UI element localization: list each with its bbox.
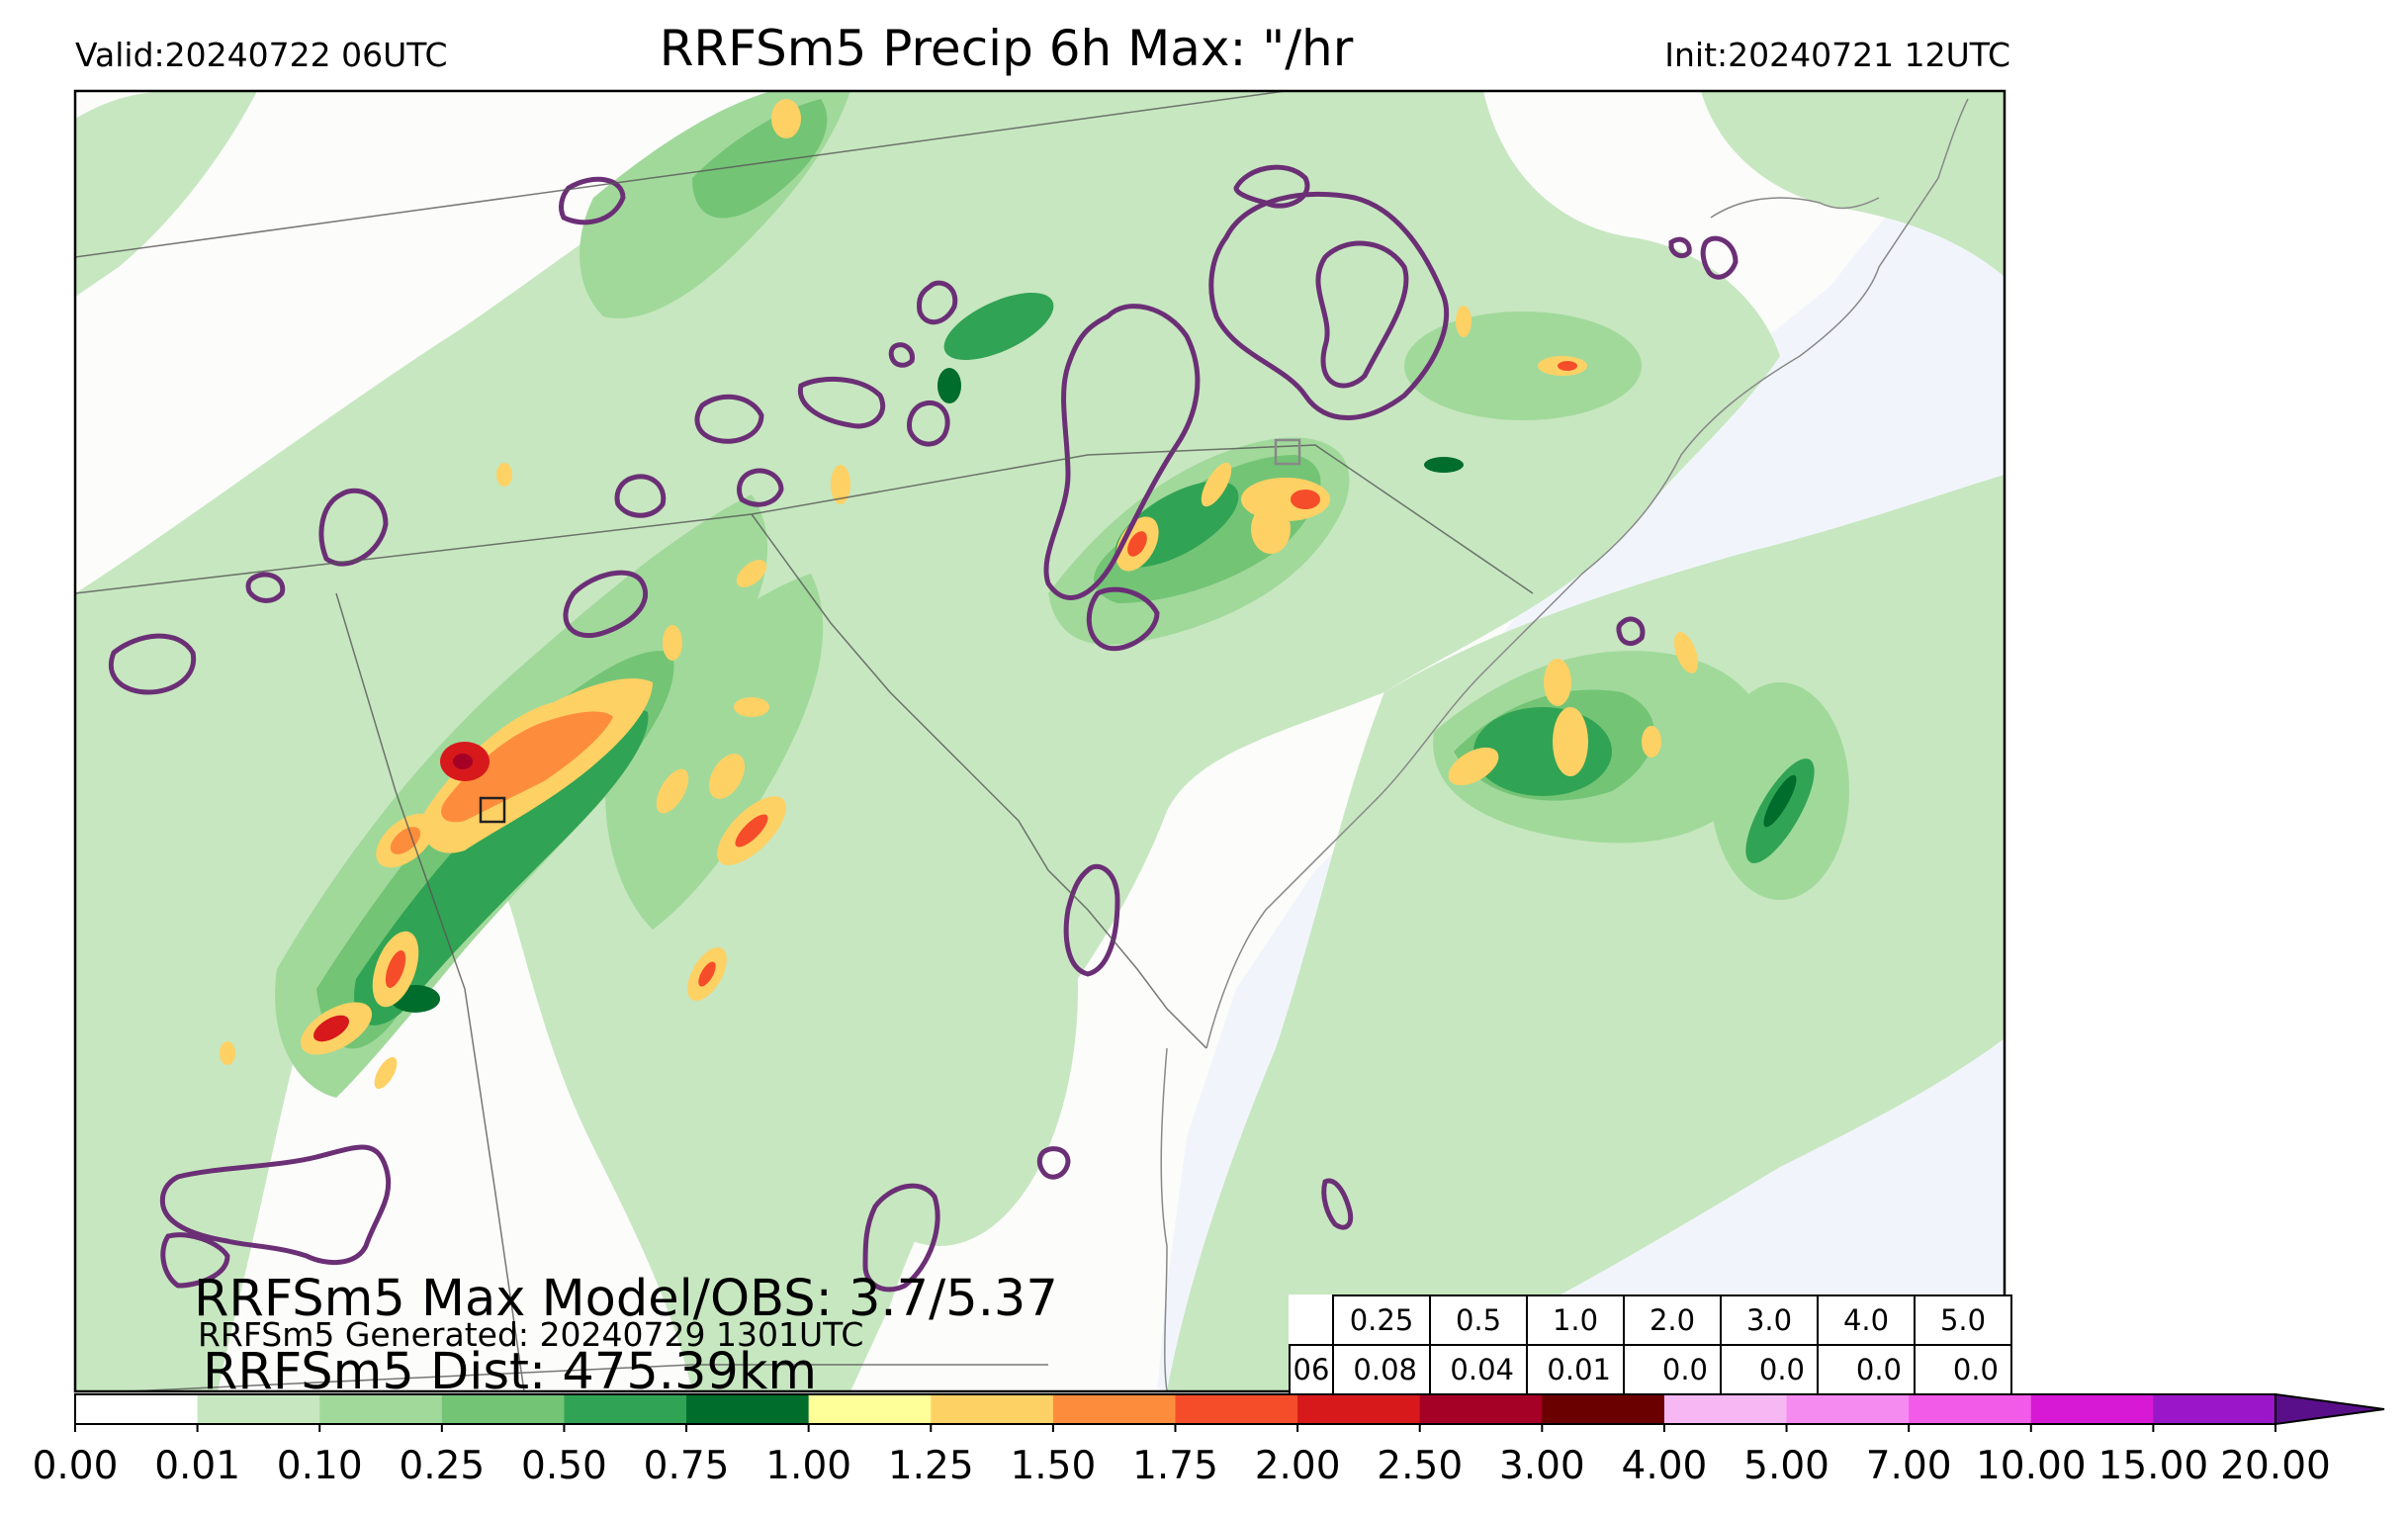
max-model-obs-label: RRFSm5 Max Model/OBS: 3.7/5.37 <box>194 1270 1058 1328</box>
colorbar-extend-arrow <box>2274 1392 2385 1426</box>
distance-label: RRFSm5 Dist: 475.39km <box>203 1343 818 1401</box>
obs-max-marker <box>479 796 506 824</box>
threshold-cell: 1.0 <box>1526 1294 1625 1346</box>
colorbar-swatch <box>75 1394 199 1424</box>
colorbar-tick-label: 0.75 <box>643 1444 730 1488</box>
colorbar-tick-label: 0.25 <box>399 1444 486 1488</box>
threshold-cell: 0.25 <box>1332 1294 1431 1346</box>
threshold-stats-table: 0.25 0.5 1.0 2.0 3.0 4.0 5.0 06 0.08 0.0… <box>1289 1294 2012 1395</box>
model-max-marker <box>1274 438 1301 466</box>
threshold-header-row: 0.25 0.5 1.0 2.0 3.0 4.0 5.0 <box>1290 1294 2012 1346</box>
threshold-cell: 0.5 <box>1429 1294 1528 1346</box>
value-cell: 0.04 <box>1429 1344 1528 1395</box>
colorbar-tick-label: 2.50 <box>1377 1444 1464 1488</box>
colorbar-tick-label: 4.00 <box>1621 1444 1708 1488</box>
colorbar-swatch <box>1297 1394 1421 1424</box>
colorbar-tick-label: 1.00 <box>765 1444 852 1488</box>
colorbar-swatch <box>1663 1394 1788 1424</box>
threshold-cell: 3.0 <box>1720 1294 1819 1346</box>
value-cell: 0.08 <box>1332 1344 1431 1395</box>
value-row: 06 0.08 0.04 0.01 0.0 0.0 0.0 0.0 <box>1289 1344 2012 1395</box>
colorbar-swatch <box>931 1394 1054 1424</box>
colorbar-swatch <box>564 1394 687 1424</box>
colorbar-swatch <box>1175 1394 1298 1424</box>
hour-cell: 06 <box>1289 1344 1334 1395</box>
colorbar-swatch <box>1909 1394 2032 1424</box>
threshold-cell: 2.0 <box>1623 1294 1722 1346</box>
valid-time: Valid:20240722 06UTC <box>75 36 448 74</box>
coastline <box>1160 98 1969 1391</box>
colorbar-tick-label: 5.00 <box>1743 1444 1829 1488</box>
colorbar-tick-label: 10.00 <box>1975 1444 2087 1488</box>
chart-title: RRFSm5 Precip 6h Max: "/hr <box>659 20 1354 77</box>
colorbar-swatch <box>2153 1394 2276 1424</box>
colorbar-tick-label: 0.00 <box>32 1444 119 1488</box>
colorbar-swatch <box>2030 1394 2154 1424</box>
colorbar-swatch <box>686 1394 810 1424</box>
colorbar-tick-label: 1.50 <box>1010 1444 1097 1488</box>
value-cell: 0.01 <box>1526 1344 1625 1395</box>
value-cell: 0.0 <box>1817 1344 1916 1395</box>
precip-darkest-green <box>391 368 1797 1013</box>
generated-label: RRFSm5 Generated: 20240729 1301UTC <box>198 1315 864 1354</box>
colorbar-swatch <box>319 1394 443 1424</box>
colorbar-swatch <box>1542 1394 1665 1424</box>
colorbar-tick-label: 0.01 <box>154 1444 241 1488</box>
state-borders <box>75 91 1534 1391</box>
value-cell: 0.0 <box>1914 1344 2012 1395</box>
threshold-cell: 5.0 <box>1914 1294 2012 1346</box>
colorbar-swatch <box>1419 1394 1543 1424</box>
value-cell: 0.0 <box>1623 1344 1722 1395</box>
value-cell: 0.0 <box>1720 1344 1819 1395</box>
colorbar-tick-label: 3.00 <box>1498 1444 1585 1488</box>
colorbar-tick-label: 0.10 <box>276 1444 363 1488</box>
colorbar-tick-label: 1.25 <box>887 1444 974 1488</box>
colorbar-swatch <box>197 1394 320 1424</box>
colorbar-swatch <box>808 1394 932 1424</box>
table-corner <box>1290 1295 1333 1345</box>
colorbar-tick-label: 1.75 <box>1132 1444 1218 1488</box>
colorbar-swatch <box>441 1394 565 1424</box>
colorbar-tick-label: 2.00 <box>1254 1444 1341 1488</box>
colorbar-tick-label: 0.50 <box>521 1444 607 1488</box>
colorbar-tick-label: 20.00 <box>2220 1444 2331 1488</box>
map-frame <box>73 89 2007 1393</box>
threshold-cell: 4.0 <box>1817 1294 1916 1346</box>
colorbar-swatch <box>1052 1394 1176 1424</box>
observed-contours <box>109 164 1739 1293</box>
colorbar <box>74 1392 2385 1432</box>
colorbar-tick-label: 15.00 <box>2097 1444 2209 1488</box>
colorbar-swatch <box>1786 1394 1910 1424</box>
colorbar-tick-label: 7.00 <box>1865 1444 1952 1488</box>
init-time: Init:20240721 12UTC <box>1664 36 2010 74</box>
